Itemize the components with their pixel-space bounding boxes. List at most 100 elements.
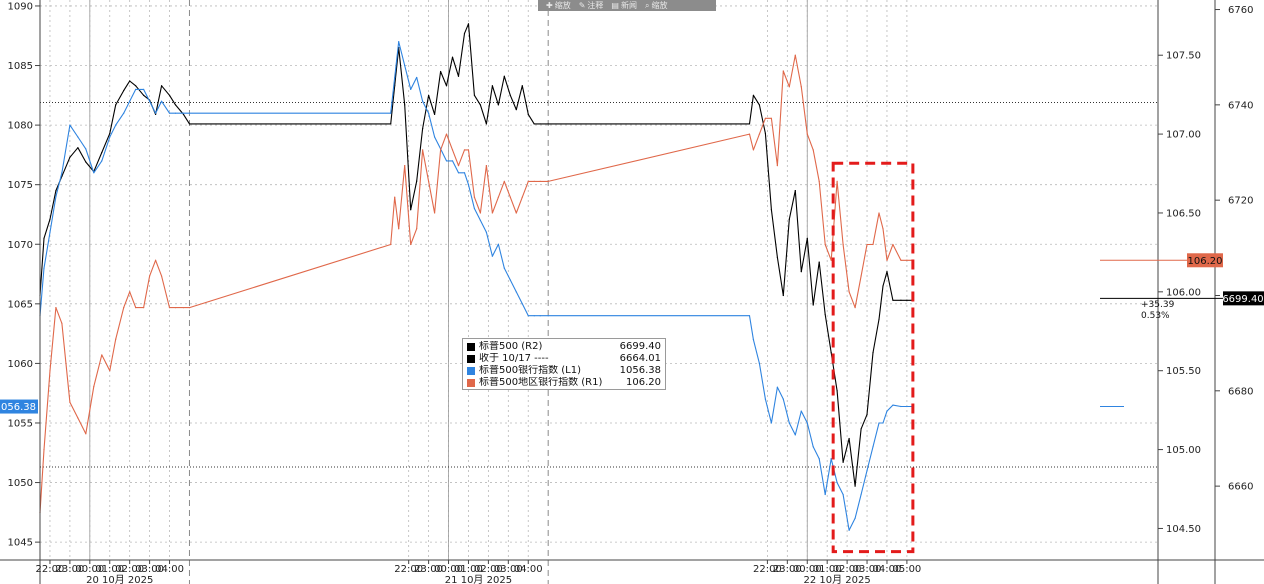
series-point	[806, 422, 808, 424]
right1-tick-label: 105.50	[1166, 366, 1201, 377]
series-point	[854, 517, 856, 519]
right1-tick-label: 107.00	[1166, 130, 1201, 141]
series-point	[764, 117, 767, 119]
series-point	[479, 104, 482, 106]
series-point	[43, 237, 45, 239]
highlight-box	[831, 161, 915, 554]
series-point	[135, 88, 137, 90]
series-point	[168, 307, 171, 309]
legend-swatch	[467, 379, 475, 387]
series-point	[509, 196, 511, 198]
series-point	[906, 405, 908, 408]
tag-bg	[1223, 291, 1264, 306]
series-point	[533, 123, 535, 125]
series-point	[527, 315, 529, 317]
change-annotation: +35.39 0.53%	[1141, 300, 1174, 322]
series-point	[860, 493, 862, 496]
series-point	[764, 398, 767, 400]
plus-icon: ✚	[546, 1, 553, 10]
series-point	[188, 307, 191, 309]
pencil-tool-button[interactable]: ✎ 注释	[579, 0, 604, 11]
series-point	[168, 94, 171, 96]
series-point	[788, 86, 790, 88]
series-point	[800, 86, 802, 88]
left-tick-label: 1070	[8, 240, 33, 251]
series-point	[404, 64, 406, 67]
x-tick-label: 23:00	[773, 564, 802, 575]
right1-tick-label: 107.50	[1166, 51, 1201, 62]
tag-text: 6699.40	[1222, 294, 1263, 305]
series-point	[115, 124, 117, 126]
series-point	[69, 124, 71, 126]
series-point	[533, 315, 535, 317]
legend-label: 标普500 (R2)	[479, 341, 543, 352]
x-tick-label: 02:00	[474, 564, 503, 575]
series-point	[109, 136, 111, 138]
series-point	[527, 180, 529, 183]
x-tick-label: 23:00	[414, 564, 443, 575]
legend-swatch	[467, 355, 475, 363]
series-point	[824, 313, 826, 316]
series-point	[503, 267, 505, 269]
x-tick-label: 22:00	[394, 564, 423, 575]
series-point	[416, 76, 418, 79]
series-point	[43, 448, 45, 451]
legend-value: 106.20	[626, 377, 661, 388]
series-point	[451, 160, 454, 162]
right1-tick-label: 106.50	[1166, 208, 1201, 219]
x-tick-label: 03:00	[494, 564, 523, 575]
series-point	[439, 70, 442, 73]
series-point	[85, 433, 87, 435]
series-point	[539, 123, 541, 125]
series-point	[93, 172, 95, 174]
series-point	[428, 112, 430, 114]
series-point	[149, 100, 151, 102]
series-point	[451, 149, 454, 151]
series-point	[758, 133, 761, 135]
series-point	[886, 271, 888, 273]
x-tick-label: 02:00	[833, 564, 862, 575]
series-point	[854, 307, 856, 309]
series-point	[860, 428, 862, 430]
series-point	[422, 128, 424, 130]
series-point	[473, 207, 476, 210]
series-point	[485, 165, 488, 167]
series-point	[49, 218, 51, 220]
series-point	[49, 231, 51, 233]
last-value-tag-right2: 6699.40	[1222, 291, 1264, 306]
series-point	[473, 196, 476, 198]
tag-bg	[0, 399, 38, 414]
series-point	[404, 165, 406, 167]
series-point	[394, 76, 396, 79]
series-point	[463, 149, 466, 151]
series-point	[900, 405, 902, 408]
change-abs: +35.39	[1141, 300, 1175, 310]
right2-tick-label: 6740	[1228, 100, 1253, 111]
series-point	[515, 109, 517, 111]
series-point	[812, 446, 814, 448]
x-tick-label: 01:00	[813, 564, 842, 575]
series-point	[872, 352, 874, 354]
series-point	[818, 261, 820, 263]
series-point	[818, 180, 820, 183]
plus-tool-button[interactable]: ✚ 缩放	[546, 0, 571, 11]
x-tick-label: 05:00	[892, 564, 921, 575]
series-point	[547, 180, 549, 183]
x-tick-label: 03:00	[853, 564, 882, 575]
series-point	[878, 212, 880, 214]
magnifier-tool-button[interactable]: ⌕ 缩放	[645, 0, 667, 11]
left-tick-label: 1045	[8, 538, 33, 549]
series-point	[445, 160, 448, 162]
series-point	[900, 259, 902, 261]
x-tick-label: 01:00	[454, 564, 483, 575]
chart-toolbar[interactable]: ✚ 缩放 ✎ 注释 ▤ 新闻 ⌕ 缩放	[538, 0, 716, 11]
legend-item: 收于 10/17 ---- 6664.01	[467, 353, 661, 365]
series-point	[485, 231, 488, 233]
pencil-icon: ✎	[578, 1, 586, 10]
right2-tick-label: 6760	[1228, 5, 1253, 16]
series-point	[539, 315, 541, 317]
series-point	[55, 195, 57, 198]
series-point	[390, 123, 392, 125]
series-point	[776, 386, 778, 388]
news-tool-button[interactable]: ▤ 新闻	[611, 0, 637, 11]
